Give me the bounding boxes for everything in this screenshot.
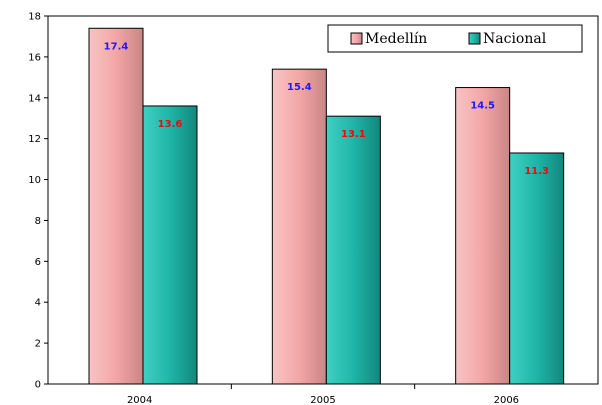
legend-box — [327, 24, 583, 53]
data-labels: 17.4 13.6 15.4 13.1 14.5 11.3 — [104, 41, 549, 177]
y-tick-label: 10 — [28, 175, 41, 186]
bar-nacional-2006 — [509, 152, 565, 385]
legend: Medellín Nacional — [327, 24, 583, 53]
bars — [88, 27, 565, 385]
bar-nacional-2005 — [325, 115, 381, 385]
data-label: 11.3 — [524, 166, 549, 177]
data-label: 14.5 — [470, 101, 495, 112]
y-tick-label: 14 — [28, 93, 41, 104]
x-tick-label: 2004 — [127, 395, 152, 405]
y-tick-label: 6 — [35, 257, 41, 268]
data-label: 13.1 — [341, 129, 366, 140]
bar-medell-n-2005 — [271, 68, 327, 385]
data-label: 13.6 — [158, 119, 183, 130]
legend-label: Medellín — [365, 31, 427, 47]
x-tick-label: 2005 — [310, 395, 335, 405]
y-tick-label: 4 — [35, 298, 41, 309]
bar-medell-n-2006 — [455, 87, 511, 385]
data-label: 15.4 — [287, 82, 312, 93]
legend-swatch — [468, 32, 481, 45]
x-tick-label: 2006 — [494, 395, 519, 405]
data-label: 17.4 — [104, 41, 129, 52]
y-tick-label: 16 — [28, 52, 41, 63]
bar-nacional-2004 — [142, 105, 198, 385]
y-tick-label: 8 — [35, 216, 41, 227]
y-tick-label: 0 — [35, 380, 41, 391]
y-tick-label: 18 — [28, 12, 41, 23]
y-tick-label: 12 — [28, 134, 41, 145]
y-tick-label: 2 — [35, 339, 41, 350]
legend-label: Nacional — [483, 31, 547, 47]
bar-medell-n-2004 — [88, 27, 144, 385]
legend-swatch — [350, 32, 363, 45]
